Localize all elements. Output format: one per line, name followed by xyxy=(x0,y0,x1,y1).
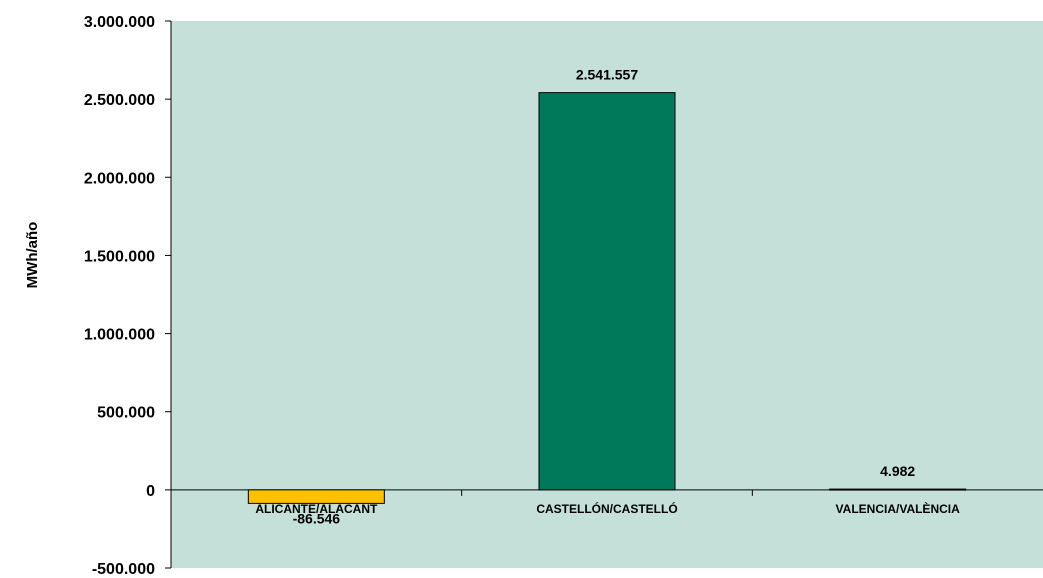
data-labels: -86.546 2.541.557 4.982 xyxy=(293,67,916,527)
y-axis: -500.000 0 500.000 1.000.000 1.500.000 2.000.… xyxy=(84,14,171,578)
data-label: 2.541.557 xyxy=(576,67,638,83)
bar xyxy=(247,489,385,504)
category-label: VALENCIA/VALÈNCIA xyxy=(836,501,961,516)
y-tick-label: 3.000.000 xyxy=(84,14,155,31)
x-axis-category-labels: ALICANTE/ALACANT CASTELLÓN/CASTELLÓ VALENC… xyxy=(255,501,960,516)
bar xyxy=(829,488,967,491)
bars xyxy=(247,92,967,504)
y-tick-label: 1.000.000 xyxy=(84,327,155,344)
y-tick-label: 500.000 xyxy=(97,405,155,422)
y-tick-label: 0 xyxy=(146,483,155,500)
bar xyxy=(538,92,676,491)
y-axis-label: MWh/año xyxy=(24,222,41,289)
y-tick-label: 2.500.000 xyxy=(84,92,155,109)
data-label: -86.546 xyxy=(293,510,341,526)
category-label: ALICANTE/ALACANT xyxy=(255,502,378,516)
y-tick-label: 1.500.000 xyxy=(84,248,155,265)
y-tick-label: -500.000 xyxy=(92,561,155,578)
data-label: 4.982 xyxy=(880,463,915,479)
category-label: CASTELLÓN/CASTELLÓ xyxy=(536,501,677,516)
y-tick-label: 2.000.000 xyxy=(84,170,155,187)
